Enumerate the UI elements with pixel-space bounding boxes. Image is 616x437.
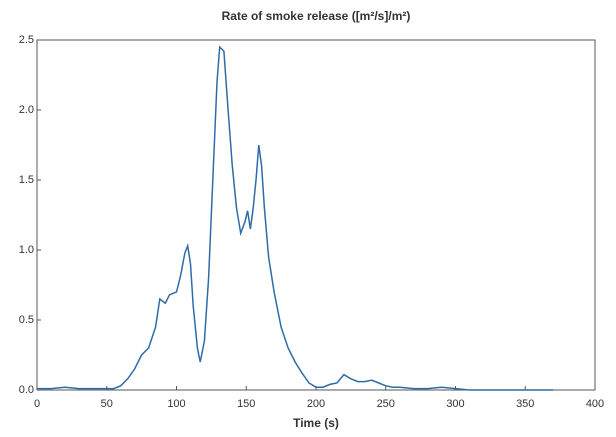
y-tick-label: 1.0 [19, 244, 34, 256]
x-axis-label: Time (s) [293, 416, 339, 430]
data-line [37, 45, 554, 391]
x-tick-label: 200 [307, 398, 325, 410]
x-tick-label: 0 [34, 398, 40, 410]
chart-title: Rate of smoke release ([m²/s]/m²) [222, 9, 411, 23]
y-tick-label: 2.5 [19, 34, 34, 46]
x-tick-label: 400 [586, 398, 604, 410]
y-tick-label: 0.0 [19, 384, 34, 396]
x-tick-label: 300 [446, 398, 464, 410]
x-tick-label: 100 [167, 398, 185, 410]
y-tick-label: 1.5 [19, 174, 34, 186]
plot-frame [36, 39, 596, 391]
x-tick-label: 50 [101, 398, 113, 410]
x-tick-label: 250 [377, 398, 395, 410]
x-tick-label: 350 [516, 398, 534, 410]
x-tick-label: 150 [237, 398, 255, 410]
y-tick-label: 2.0 [19, 104, 34, 116]
y-tick-label: 0.5 [19, 314, 34, 326]
